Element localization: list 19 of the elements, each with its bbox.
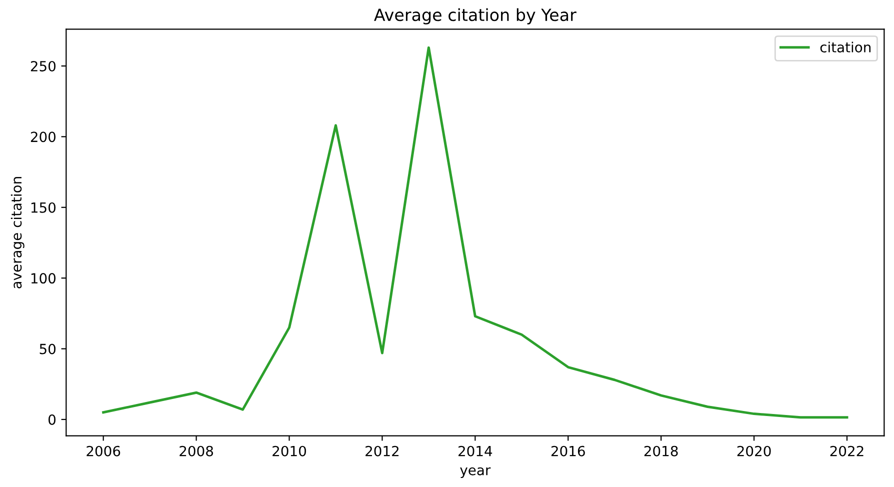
x-tick-label: 2022 [830,446,864,456]
y-tick-label: 50 [40,344,56,354]
x-tick-label: 2016 [551,446,585,456]
x-tick-label: 2012 [366,446,398,456]
y-tick-label: 250 [30,60,56,72]
y-tick-label: 0 [48,414,56,425]
chart-title: Average citation by Year [374,8,576,24]
x-tick-label: 2006 [86,446,120,456]
x-tick-label: 2020 [737,446,771,456]
legend-label: citation [820,42,870,52]
x-tick-label: 2010 [272,446,306,456]
x-tick-label: 2018 [644,446,678,456]
x-tick-label: 2008 [180,446,214,456]
y-tick-label: 100 [31,273,56,284]
y-axis-title: average citation [10,177,24,288]
x-tick-label: 2014 [458,446,492,456]
x-axis-title: year [460,467,491,478]
y-tick-label: 150 [31,202,56,213]
y-tick-label: 200 [30,132,56,142]
